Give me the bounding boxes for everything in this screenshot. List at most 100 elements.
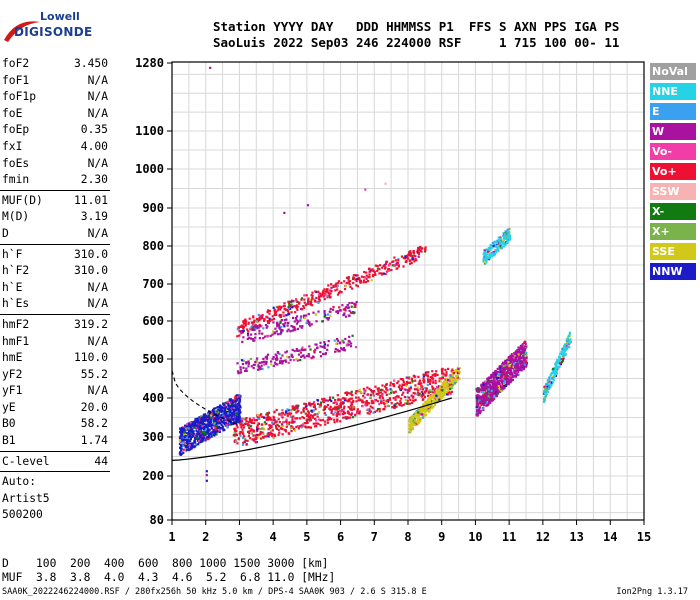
data-point bbox=[509, 354, 512, 357]
data-point bbox=[256, 415, 259, 418]
data-point bbox=[330, 399, 333, 403]
data-point bbox=[344, 285, 347, 288]
data-point bbox=[290, 353, 293, 356]
data-point bbox=[449, 387, 452, 391]
data-point bbox=[349, 311, 352, 314]
data-point bbox=[408, 423, 411, 426]
data-point bbox=[294, 311, 297, 314]
data-point bbox=[252, 327, 255, 330]
data-point bbox=[367, 408, 370, 411]
data-point bbox=[476, 414, 479, 417]
param-value: N/A bbox=[87, 280, 108, 294]
data-point bbox=[433, 403, 436, 406]
data-point bbox=[484, 398, 487, 401]
data-point bbox=[222, 420, 225, 423]
data-point bbox=[188, 440, 191, 443]
data-point bbox=[504, 359, 507, 362]
data-point bbox=[396, 395, 399, 398]
data-point bbox=[247, 362, 250, 365]
data-point bbox=[442, 382, 445, 385]
data-point bbox=[321, 291, 324, 294]
data-point bbox=[342, 407, 345, 410]
data-point bbox=[493, 382, 496, 385]
data-point bbox=[375, 392, 378, 395]
data-point bbox=[363, 396, 366, 399]
data-point bbox=[274, 353, 277, 356]
data-point bbox=[436, 393, 439, 396]
data-point bbox=[333, 421, 336, 424]
data-point bbox=[518, 358, 521, 361]
data-point bbox=[428, 396, 431, 399]
data-point bbox=[226, 425, 229, 428]
data-point bbox=[190, 430, 193, 433]
data-point bbox=[234, 395, 237, 398]
data-point bbox=[282, 420, 285, 424]
data-point bbox=[251, 327, 254, 330]
data-point bbox=[201, 438, 204, 442]
data-point bbox=[436, 388, 439, 391]
data-point bbox=[330, 418, 333, 421]
data-point bbox=[363, 389, 366, 392]
data-point bbox=[519, 352, 522, 355]
data-point bbox=[369, 410, 372, 413]
data-point bbox=[337, 280, 340, 283]
data-point bbox=[182, 448, 185, 451]
data-point bbox=[315, 425, 318, 428]
data-point bbox=[204, 433, 207, 436]
data-point bbox=[187, 427, 190, 430]
data-point bbox=[286, 408, 289, 411]
data-point bbox=[364, 276, 367, 279]
data-point bbox=[308, 418, 311, 421]
data-point bbox=[514, 365, 517, 368]
data-point bbox=[518, 369, 521, 372]
data-point bbox=[317, 422, 320, 425]
data-point bbox=[227, 420, 230, 423]
data-point bbox=[514, 357, 517, 360]
data-point bbox=[500, 374, 503, 377]
data-point bbox=[259, 431, 262, 434]
data-point bbox=[443, 393, 446, 397]
data-point bbox=[384, 182, 387, 185]
data-point bbox=[567, 345, 570, 348]
data-point bbox=[291, 405, 294, 408]
data-point bbox=[198, 440, 201, 443]
data-point bbox=[265, 413, 268, 416]
data-point bbox=[344, 397, 347, 400]
data-point bbox=[313, 413, 316, 416]
data-point bbox=[238, 418, 241, 421]
data-point bbox=[302, 408, 305, 411]
data-point bbox=[323, 405, 327, 408]
data-point bbox=[483, 394, 487, 397]
data-point bbox=[443, 391, 446, 394]
data-point bbox=[450, 385, 453, 388]
data-point bbox=[277, 308, 280, 311]
data-point bbox=[256, 424, 259, 427]
data-point bbox=[426, 383, 429, 386]
data-point bbox=[508, 227, 511, 231]
data-point bbox=[548, 380, 551, 383]
data-point bbox=[194, 418, 197, 421]
data-point bbox=[348, 302, 351, 305]
data-point bbox=[445, 371, 448, 374]
data-point bbox=[312, 422, 315, 425]
data-point bbox=[229, 408, 232, 411]
data-point bbox=[322, 289, 325, 292]
data-point bbox=[515, 371, 518, 374]
data-point bbox=[289, 304, 292, 307]
data-point bbox=[417, 246, 420, 250]
data-point bbox=[422, 373, 425, 376]
data-point bbox=[348, 343, 351, 346]
data-point bbox=[243, 426, 246, 429]
data-point bbox=[242, 327, 245, 330]
data-point bbox=[504, 237, 507, 240]
data-point bbox=[273, 310, 276, 313]
data-point bbox=[488, 379, 491, 382]
data-point bbox=[301, 308, 304, 311]
data-point bbox=[348, 309, 351, 312]
data-point bbox=[228, 403, 232, 406]
data-point bbox=[298, 301, 301, 304]
data-point bbox=[342, 348, 345, 351]
data-point bbox=[554, 362, 558, 365]
data-point bbox=[453, 382, 456, 385]
data-point bbox=[484, 257, 487, 260]
